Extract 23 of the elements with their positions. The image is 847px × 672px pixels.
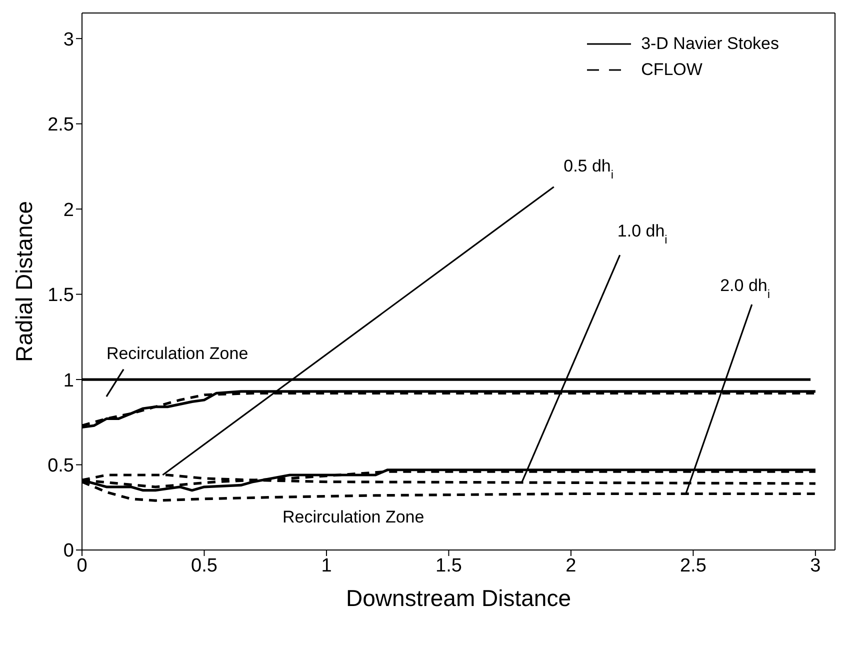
y-tick-label: 0.5 [48,456,74,477]
x-tick-label: 0.5 [191,555,218,576]
y-tick-label: 2.5 [48,114,74,136]
x-tick-label: 2.5 [680,555,706,576]
y-tick-label: 1.5 [48,285,74,306]
y-tick-label: 1 [63,370,74,392]
x-tick-label: 1 [321,555,332,576]
x-tick-label: 0 [76,555,88,576]
y-tick-label: 2 [63,200,74,221]
annotation: 2.0 dh$_{i}$ [720,276,770,301]
y-tick-label: 3 [63,29,74,50]
x-axis-title: Downstream Distance [346,585,571,611]
x-tick-label: 1.5 [436,555,462,576]
legend-label: 3-D Navier Stokes [641,34,779,54]
x-tick-label: 3 [810,555,821,576]
y-tick-label: 0 [63,540,74,562]
x-tick-label: 2 [566,555,576,576]
annotation: 0.5 dh$_{i}$ [564,156,614,182]
annotation: Recirculation Zone [282,508,424,527]
annotation: 1.0 dh$_{i}$ [617,221,668,246]
annotation: Recirculation Zone [106,344,248,364]
legend-label: CFLOW [641,60,702,80]
y-axis-title: Radial Distance [11,200,38,362]
